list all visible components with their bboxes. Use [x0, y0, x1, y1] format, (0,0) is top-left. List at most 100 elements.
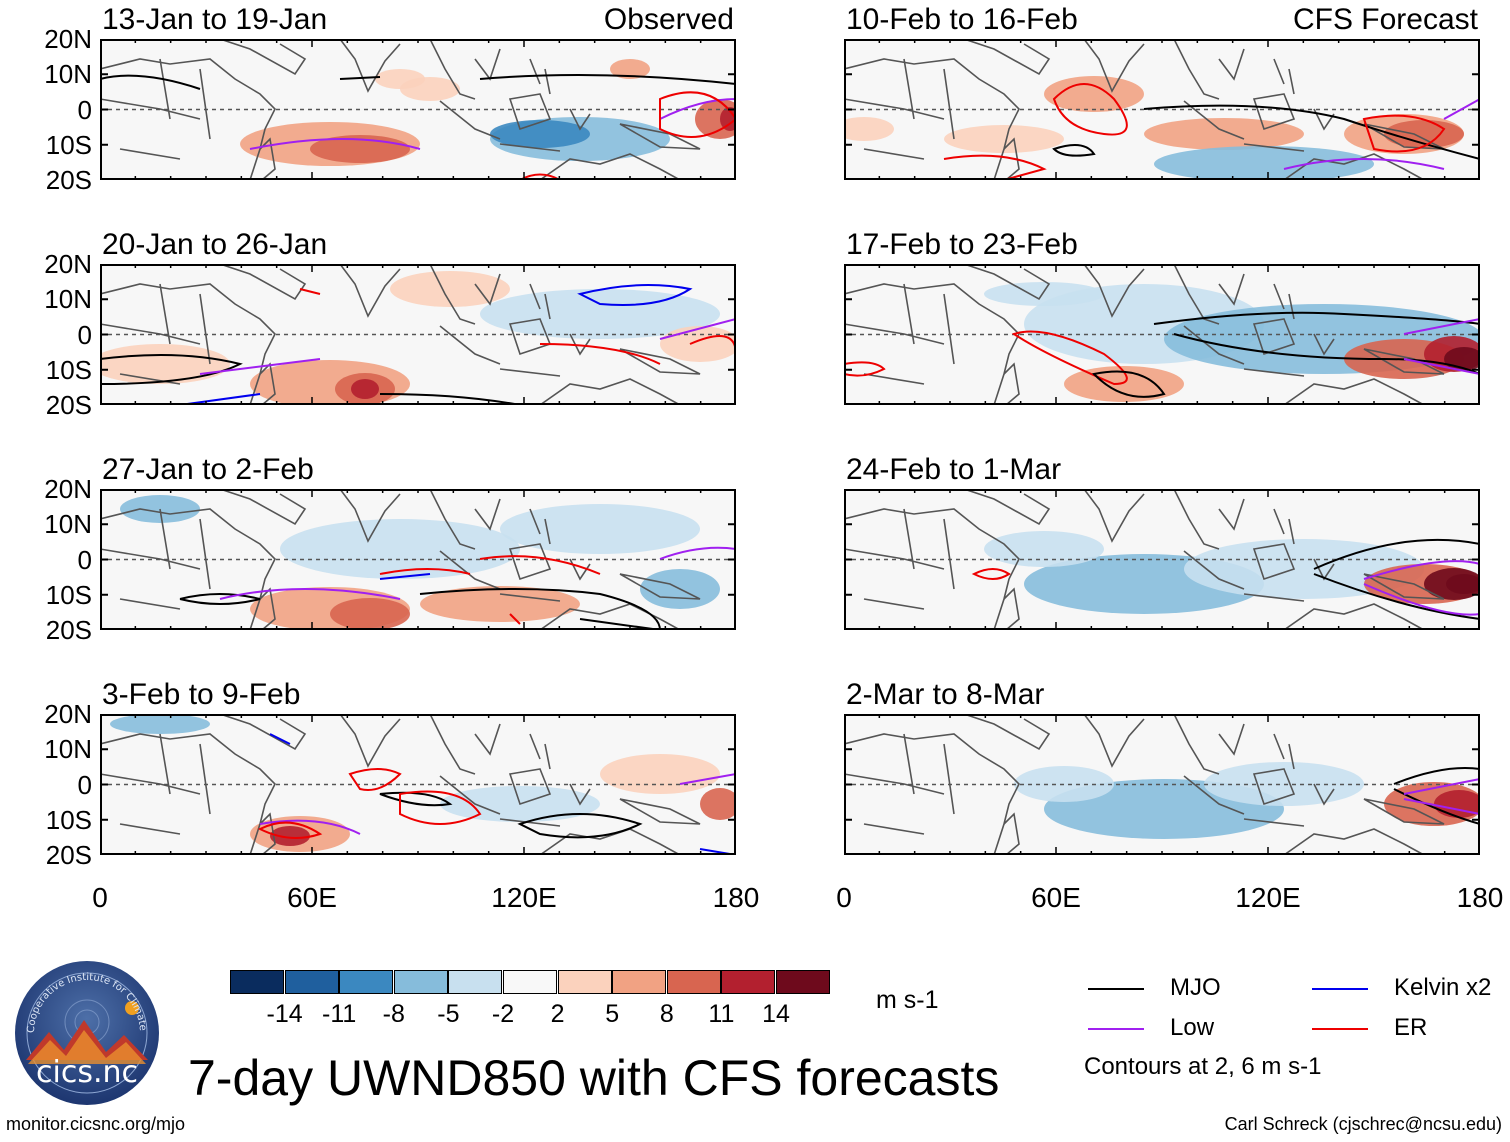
mjo-contour [179, 593, 261, 605]
mjo-contour [379, 393, 521, 405]
coastline [1083, 264, 1145, 318]
lon-tick-label: 180 [1456, 882, 1504, 913]
mjo-contour [1313, 573, 1480, 620]
panel-title: 24-Feb to 1-Mar [846, 453, 1062, 486]
low-contour [659, 546, 736, 560]
low-contour [1443, 98, 1480, 120]
low-contour [249, 138, 421, 150]
mjo-contour [479, 74, 736, 85]
lat-tick-label: 20S [45, 390, 92, 420]
anomaly-shading [1384, 120, 1464, 148]
coastline [1283, 603, 1425, 630]
coastline [844, 733, 1020, 855]
coastline [429, 489, 501, 550]
map-canvas [844, 714, 1480, 855]
lat-tick-label: 20N [44, 474, 92, 504]
anomaly-shading [1014, 766, 1114, 802]
colorbar-label: 5 [605, 1000, 620, 1028]
low-contour [199, 358, 321, 375]
coastline [1083, 489, 1145, 543]
mjo-contour [339, 76, 381, 80]
coastline [100, 58, 211, 160]
anomaly-shading [984, 282, 1104, 306]
coastline [219, 39, 307, 76]
er-contour [1052, 83, 1128, 136]
colorbar-label: 8 [659, 1000, 674, 1028]
logo-text: cics.nc [36, 1055, 138, 1090]
low-contour [1403, 778, 1480, 795]
coastline [219, 489, 307, 526]
lon-tick-label: 120E [1235, 882, 1301, 913]
legend-label: ER [1394, 1014, 1428, 1041]
er-contour [399, 790, 482, 825]
lat-tick-label: 0 [77, 94, 92, 125]
coastline [1363, 348, 1445, 375]
map-panel [844, 39, 1480, 180]
map-canvas [100, 489, 736, 630]
coastline [1252, 768, 1335, 806]
panel-source-label: CFS Forecast [1292, 3, 1478, 36]
footer-url[interactable]: monitor.cicsnc.org/mjo [6, 1114, 186, 1134]
coastline [1003, 812, 1020, 855]
mjo-contour [1052, 144, 1096, 157]
coastline [844, 58, 955, 160]
coastline [439, 100, 561, 152]
panel-title: 3-Feb to 9-Feb [102, 678, 301, 711]
anomaly-shading [351, 379, 379, 399]
low-contour [659, 318, 736, 340]
er-contour [479, 555, 601, 575]
coastline [1003, 362, 1020, 405]
er-contour [379, 568, 471, 575]
coastline [1083, 714, 1145, 768]
coastline [844, 283, 1020, 405]
anomaly-shading [420, 586, 580, 622]
lon-tick-label: 0 [92, 882, 108, 913]
panel-source-label: Observed [603, 3, 734, 36]
coastline [339, 39, 401, 93]
panel-title: 27-Jan to 2-Feb [102, 453, 314, 486]
colorbar-swatch [557, 970, 612, 994]
coastline [619, 798, 701, 825]
map-canvas [844, 264, 1480, 405]
kelvin-contour [269, 733, 291, 745]
coastline [429, 264, 501, 325]
lat-tick-label: 10S [45, 129, 92, 160]
coastline [1283, 828, 1425, 855]
anomaly-shading [280, 519, 520, 579]
colorbar-label: 11 [708, 1000, 735, 1028]
coastline [339, 264, 401, 318]
coastline [429, 714, 501, 775]
legend-note: Contours at 2, 6 m s-1 [1084, 1053, 1322, 1080]
coastline [539, 153, 681, 180]
coastline [619, 573, 701, 600]
low-contour [1283, 158, 1445, 170]
coastline [1363, 798, 1445, 825]
coastline [1273, 58, 1295, 95]
colorbar-label: 2 [550, 1000, 565, 1028]
panel-title: 20-Jan to 26-Jan [102, 228, 328, 261]
low-contour [679, 773, 736, 785]
kelvin-contour [577, 284, 693, 306]
map-panel [844, 489, 1480, 630]
coastline [100, 733, 211, 835]
coastline [339, 714, 401, 768]
coastline [219, 264, 307, 301]
low-contour [1403, 318, 1480, 335]
coastline [1183, 550, 1305, 602]
legend-line [1088, 988, 1144, 990]
colorbar-swatch [393, 970, 448, 994]
lon-tick-label: 0 [836, 882, 852, 913]
coastline [439, 325, 561, 377]
coastline [100, 283, 276, 405]
colorbar-label: -5 [437, 1000, 460, 1028]
lat-tick-label: 10S [45, 804, 92, 835]
colorbar-swatch [284, 970, 339, 994]
lat-tick-label: 10N [44, 284, 92, 315]
anomaly-shading [844, 117, 894, 141]
colorbar-swatch [230, 970, 284, 994]
low-contour [219, 588, 401, 600]
map-canvas [844, 39, 1480, 180]
coastline [1003, 587, 1020, 630]
coastline [844, 733, 955, 835]
low-contour [259, 819, 361, 835]
